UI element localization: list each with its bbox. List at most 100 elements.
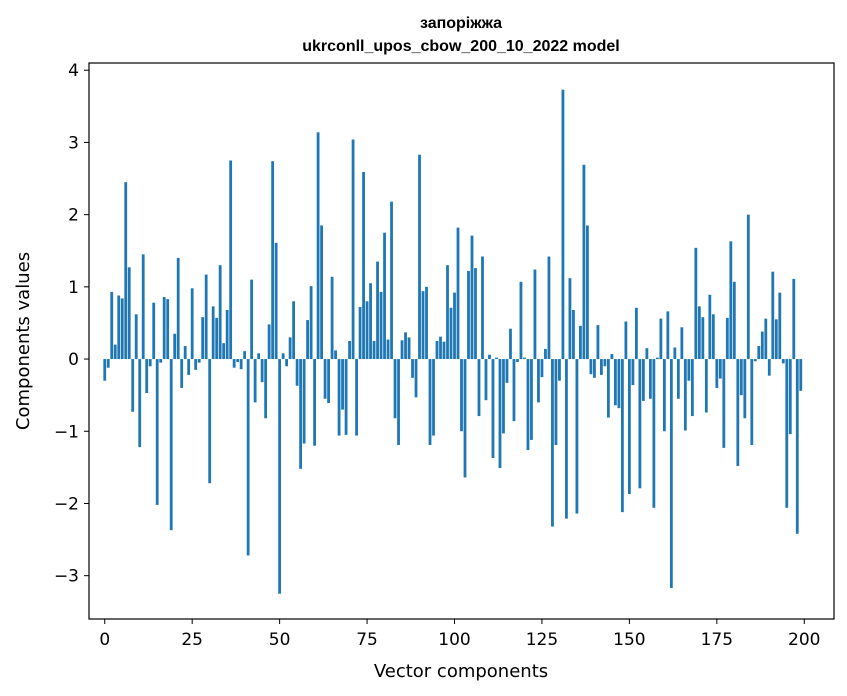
bar-116 <box>509 328 512 360</box>
bar-13 <box>148 359 152 367</box>
bar-77 <box>372 341 376 360</box>
bar-68 <box>341 359 344 410</box>
bar-86 <box>404 332 407 360</box>
bar-105 <box>470 235 474 360</box>
bar-59 <box>309 286 313 360</box>
bar-84 <box>397 359 400 445</box>
bar-141 <box>596 325 600 360</box>
bar-23 <box>183 346 187 360</box>
bar-35 <box>225 309 229 360</box>
bar-166 <box>683 359 687 431</box>
bar-44 <box>257 353 261 360</box>
bar-130 <box>558 359 561 381</box>
bar-1 <box>106 359 110 368</box>
bar-85 <box>400 340 404 360</box>
bar-191 <box>771 271 775 360</box>
y-tick-label: 1 <box>68 278 79 298</box>
bar-117 <box>512 359 516 422</box>
bar-173 <box>708 294 712 360</box>
plot-frame <box>88 62 835 620</box>
y-tick-label: 0 <box>68 350 79 370</box>
bar-197 <box>792 278 796 360</box>
bar-122 <box>530 359 533 440</box>
bar-172 <box>704 359 708 413</box>
bar-47 <box>267 324 271 360</box>
bar-145 <box>610 354 614 360</box>
bar-198 <box>795 359 799 534</box>
bar-54 <box>292 301 296 360</box>
chart-title: запоріжжа <box>420 15 502 32</box>
y-axis: −3 −2 −1 0 1 2 3 4 <box>54 61 89 587</box>
bar-25 <box>190 288 194 360</box>
bar-76 <box>369 283 372 360</box>
bar-142 <box>600 359 603 375</box>
bar-154 <box>641 359 645 401</box>
x-tick-label: 100 <box>438 630 470 650</box>
bar-36 <box>229 160 233 360</box>
bar-49 <box>274 242 278 360</box>
x-tick-label: 125 <box>526 630 558 650</box>
bar-67 <box>337 359 341 436</box>
bar-32 <box>215 317 219 360</box>
bar-16 <box>159 359 163 363</box>
bar-129 <box>554 359 558 445</box>
x-axis-label: Vector components <box>374 661 548 682</box>
x-tick-label: 25 <box>181 630 203 650</box>
bar-169 <box>694 247 698 360</box>
bar-11 <box>141 254 145 360</box>
bar-193 <box>778 292 782 360</box>
bar-75 <box>365 301 369 360</box>
bar-132 <box>565 359 568 519</box>
bar-80 <box>383 232 386 360</box>
bar-187 <box>757 346 761 360</box>
bar-61 <box>316 132 320 360</box>
bar-2 <box>110 291 114 360</box>
bar-96 <box>439 336 442 360</box>
bar-79 <box>379 291 383 360</box>
bar-133 <box>568 278 572 360</box>
bar-98 <box>446 265 449 360</box>
bar-73 <box>358 307 362 360</box>
bar-120 <box>523 357 526 360</box>
bar-93 <box>428 359 432 445</box>
bar-92 <box>425 286 428 360</box>
bar-95 <box>435 341 439 360</box>
bar-118 <box>516 359 519 362</box>
bar-70 <box>348 341 351 360</box>
bar-195 <box>785 359 789 508</box>
bar-21 <box>176 257 180 360</box>
bar-78 <box>376 261 379 360</box>
bar-182 <box>739 359 743 396</box>
bar-175 <box>715 359 719 388</box>
bar-72 <box>355 359 358 436</box>
bar-41 <box>246 359 250 556</box>
bar-168 <box>690 359 694 417</box>
bar-99 <box>449 307 453 360</box>
bar-188 <box>760 331 764 360</box>
bar-162 <box>669 359 673 588</box>
y-tick-label: −2 <box>54 494 79 514</box>
bar-184 <box>746 214 750 360</box>
bar-34 <box>222 343 226 360</box>
bar-170 <box>697 306 701 360</box>
bar-137 <box>582 164 586 360</box>
x-axis: 0 25 50 75 100 125 150 175 200 <box>99 619 820 650</box>
bar-50 <box>278 359 282 594</box>
bar-107 <box>477 359 481 417</box>
x-tick-label: 200 <box>788 630 820 650</box>
bar-66 <box>334 350 337 360</box>
bar-161 <box>666 311 670 360</box>
bar-158 <box>655 357 659 360</box>
bar-82 <box>390 201 393 360</box>
bar-144 <box>607 359 610 418</box>
bar-123 <box>533 269 537 360</box>
bar-6 <box>124 182 128 360</box>
x-tick-label: 50 <box>269 630 291 650</box>
x-tick-label: 150 <box>613 630 645 650</box>
bar-71 <box>351 139 355 360</box>
bar-111 <box>491 359 495 458</box>
bar-10 <box>138 359 142 448</box>
bar-7 <box>127 267 131 360</box>
bar-42 <box>250 279 254 360</box>
